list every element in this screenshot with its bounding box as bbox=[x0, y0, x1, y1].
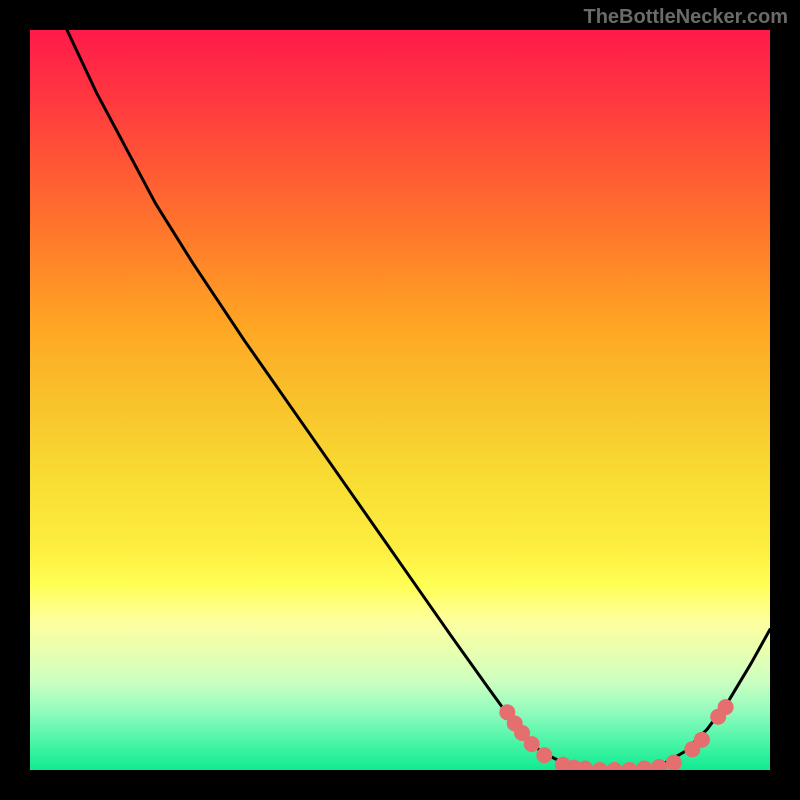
data-marker bbox=[718, 699, 734, 715]
gradient-background bbox=[30, 30, 770, 770]
data-marker bbox=[666, 755, 682, 770]
data-marker bbox=[536, 747, 552, 763]
data-marker bbox=[524, 736, 540, 752]
chart-plot-area bbox=[30, 30, 770, 770]
bottleneck-chart-svg bbox=[30, 30, 770, 770]
data-marker bbox=[694, 732, 710, 748]
watermark-text: TheBottleNecker.com bbox=[583, 6, 788, 29]
